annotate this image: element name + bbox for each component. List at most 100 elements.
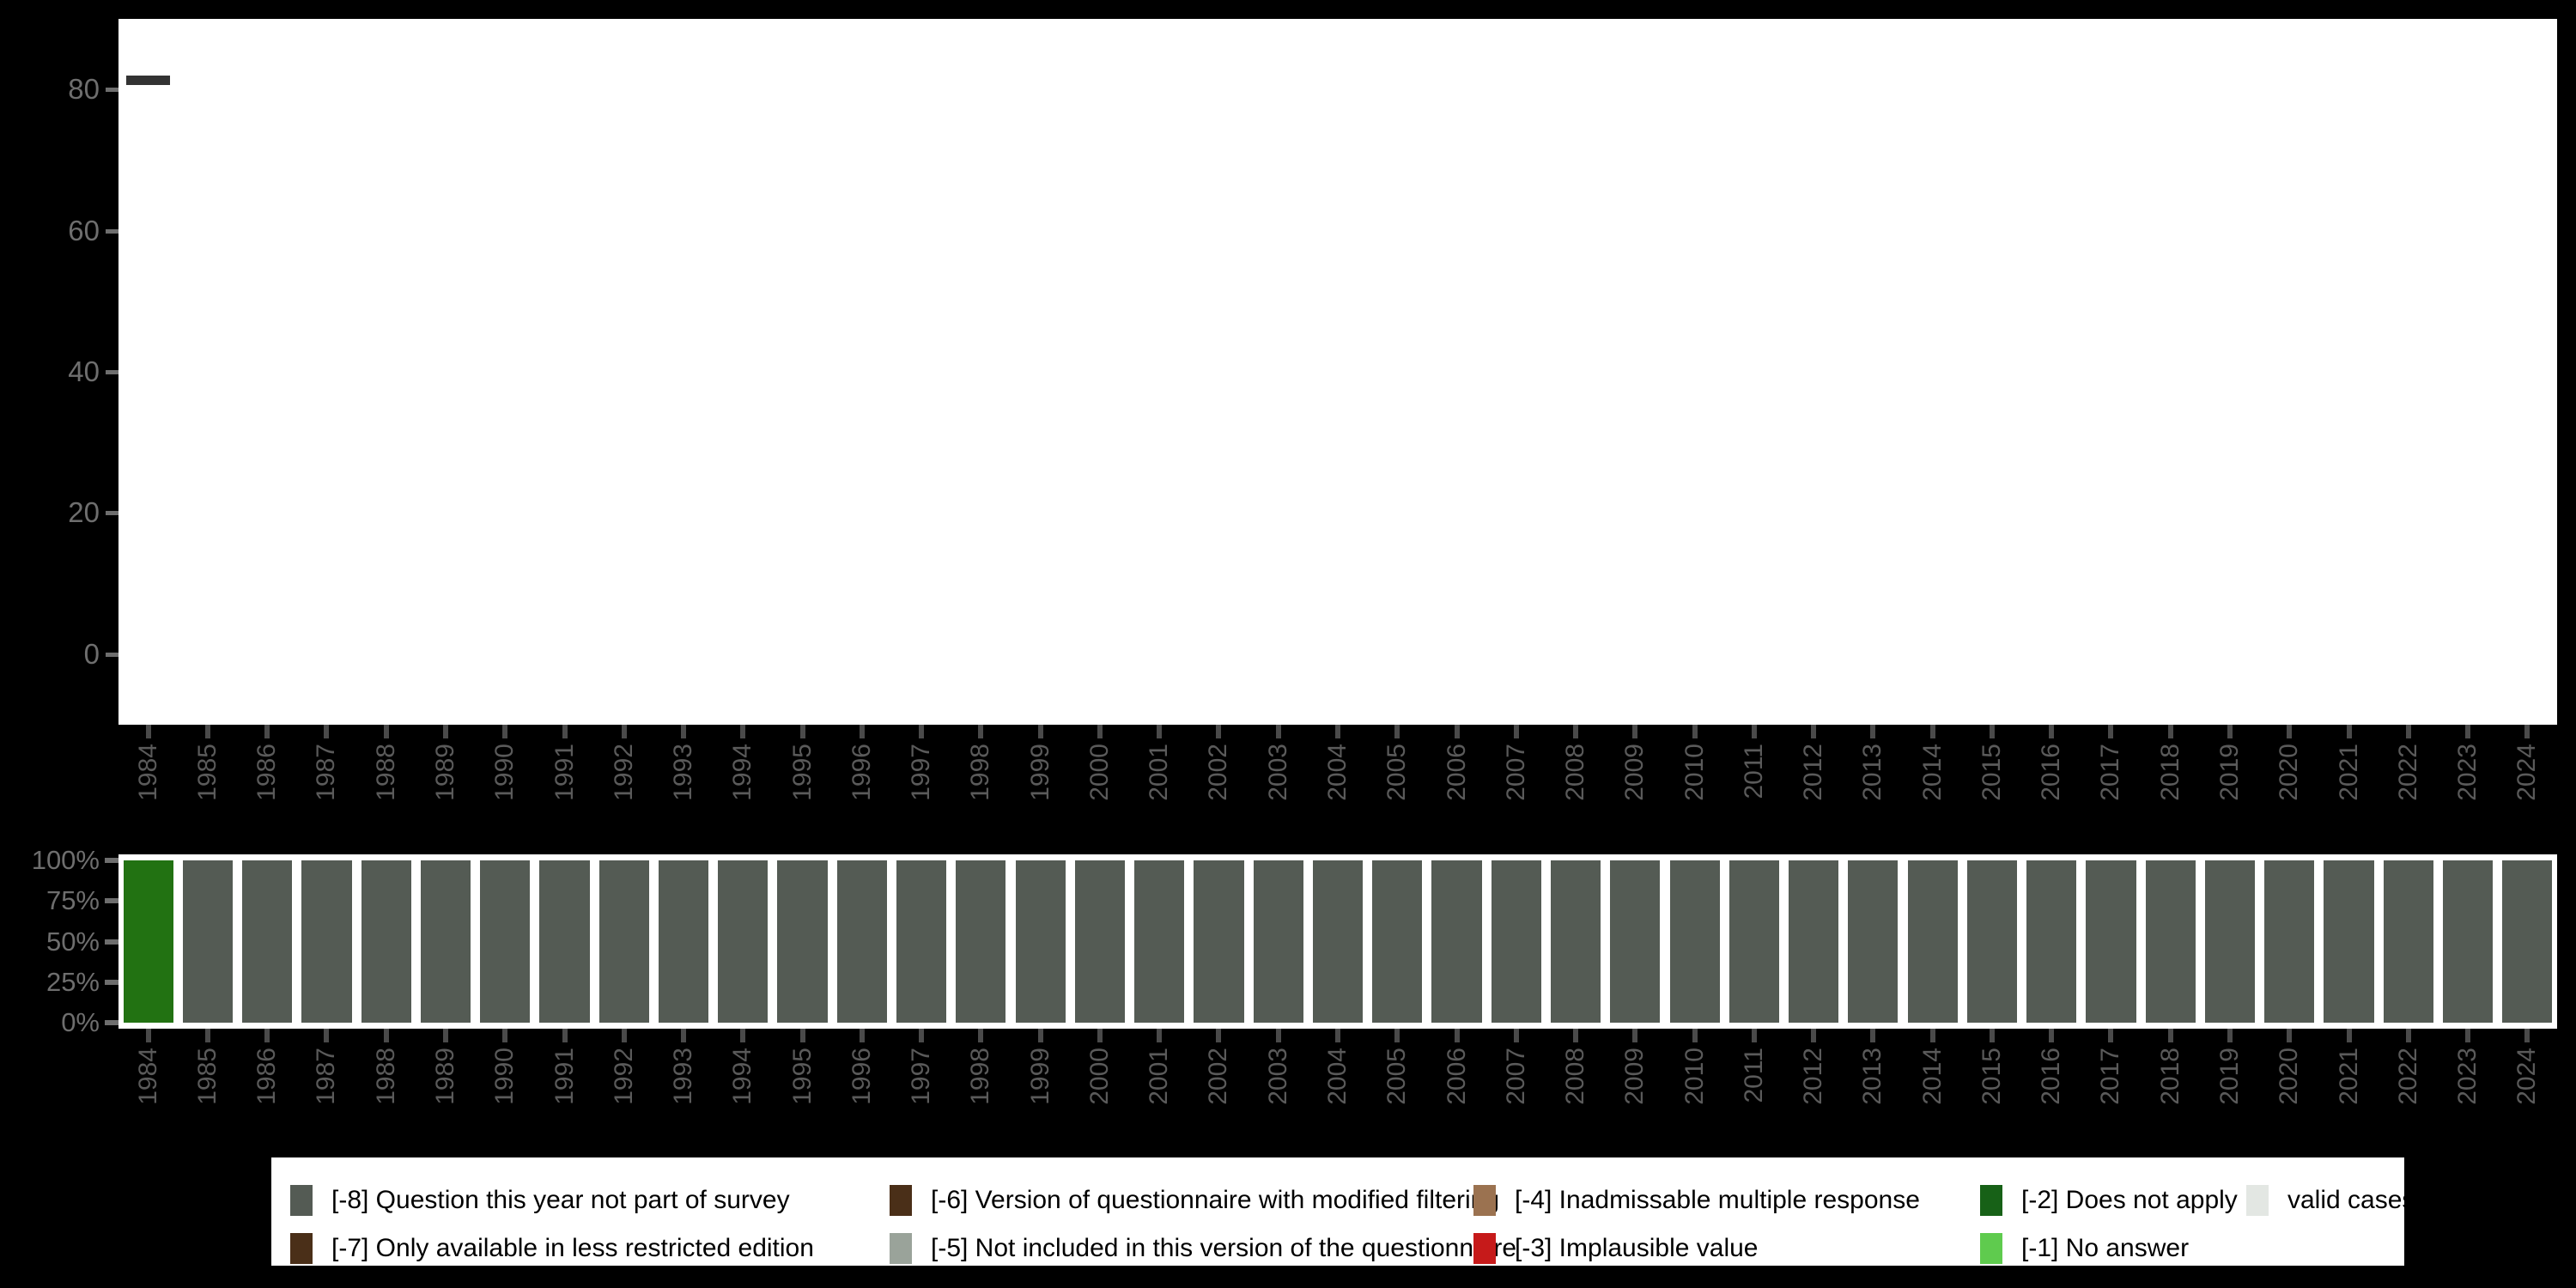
- stacked-x-axis-tick-label: 2000: [1084, 1048, 1114, 1105]
- x-axis-tick-mark: [1454, 725, 1460, 738]
- x-axis-tick-label: 2004: [1323, 744, 1352, 801]
- stacked-x-axis-tick-mark: [1870, 1029, 1876, 1042]
- stacked-y-axis-tick: 100%: [0, 845, 118, 875]
- stacked-bar: [1194, 860, 1244, 1023]
- stacked-x-axis-tick-label: 2020: [2275, 1048, 2304, 1105]
- stacked-bar: [1669, 860, 1720, 1023]
- stacked-x-axis-tick-label: 2019: [2215, 1048, 2245, 1105]
- x-axis-tick-label: 2000: [1084, 744, 1114, 801]
- legend-swatch-minus3: [1473, 1233, 1496, 1264]
- stacked-x-axis-tick-mark: [2524, 1029, 2530, 1042]
- stacked-bar-segment: [2502, 860, 2553, 1023]
- stacked-bar-segment: [480, 860, 531, 1023]
- stacked-y-axis-tick: 25%: [0, 967, 118, 997]
- stacked-y-axis-tick-mark: [105, 898, 118, 904]
- stacked-x-axis-tick-mark: [1692, 1029, 1698, 1042]
- x-axis-tick-mark: [1275, 725, 1281, 738]
- stacked-x-axis-tick-label: 2017: [2096, 1048, 2125, 1105]
- y-axis-tick: 40: [0, 355, 118, 387]
- stacked-bar: [2086, 860, 2136, 1023]
- stacked-bar-segment: [777, 860, 828, 1023]
- stacked-bar: [1907, 860, 1958, 1023]
- legend-item[interactable]: [-2] Does not apply: [1980, 1183, 2238, 1218]
- stacked-bar: [2204, 860, 2256, 1023]
- legend-item-label: [-7] Only available in less restricted e…: [331, 1234, 814, 1262]
- stacked-bar: [2145, 860, 2196, 1023]
- stacked-bar: [123, 860, 173, 1023]
- legend-swatch-minus1: [1980, 1233, 2002, 1264]
- legend-item-label: [-1] No answer: [2021, 1234, 2190, 1262]
- x-axis-tick-mark: [2049, 725, 2055, 738]
- stacked-bar: [1431, 860, 1482, 1023]
- stacked-bar-segment: [2443, 860, 2494, 1023]
- stacked-chart-plot-area: [118, 854, 2557, 1029]
- legend-item[interactable]: [-7] Only available in less restricted e…: [290, 1231, 814, 1266]
- stacked-bar-segment: [123, 860, 173, 1023]
- stacked-x-axis-tick-label: 2005: [1382, 1048, 1412, 1105]
- legend-item[interactable]: [-4] Inadmissable multiple response: [1473, 1183, 1920, 1218]
- x-axis-tick-mark: [562, 725, 568, 738]
- legend-item[interactable]: [-1] No answer: [1980, 1231, 2189, 1266]
- stacked-bar: [1789, 860, 1839, 1023]
- x-axis-tick-mark: [681, 725, 687, 738]
- stacked-bar: [1074, 860, 1125, 1023]
- y-axis-tick-label: 80: [68, 73, 100, 106]
- stacked-x-axis-tick-label: 2007: [1501, 1048, 1530, 1105]
- stacked-x-axis-tick-label: 1998: [966, 1048, 995, 1105]
- legend-swatch-minus6: [890, 1185, 912, 1216]
- x-axis-tick-label: 2010: [1680, 744, 1709, 801]
- legend-item[interactable]: [-5] Not included in this version of the…: [890, 1231, 1516, 1266]
- legend-item[interactable]: [-6] Version of questionnaire with modif…: [890, 1183, 1499, 1218]
- x-axis-tick-mark: [1037, 725, 1043, 738]
- stacked-x-axis-tick-label: 2006: [1442, 1048, 1471, 1105]
- stacked-bar-segment: [2026, 860, 2077, 1023]
- stacked-x-axis-tick-mark: [681, 1029, 687, 1042]
- stacked-bar-segment: [956, 860, 1006, 1023]
- x-axis-tick-mark: [502, 725, 508, 738]
- chart-legend: [-8] Question this year not part of surv…: [271, 1157, 2415, 1266]
- stacked-bar-segment: [182, 860, 233, 1023]
- x-axis-tick-label: 2006: [1442, 744, 1471, 801]
- stacked-bar-segment: [1728, 860, 1779, 1023]
- stacked-chart-x-axis: 1984 1985 1986 1987 1988 1989 1990 1991 1992 1993…: [118, 1029, 2557, 1128]
- x-axis-tick-mark: [799, 725, 805, 738]
- x-axis-tick-mark: [1513, 725, 1519, 738]
- stacked-x-axis-tick-mark: [1216, 1029, 1222, 1042]
- stacked-bar: [361, 860, 411, 1023]
- x-axis-tick-mark: [2346, 725, 2352, 738]
- legend-swatch-minus8: [290, 1185, 313, 1216]
- stacked-bar: [777, 860, 828, 1023]
- stacked-x-axis-tick-mark: [1632, 1029, 1638, 1042]
- x-axis-tick-label: 1994: [728, 744, 757, 801]
- stacked-bar-segment: [2204, 860, 2256, 1023]
- stacked-x-axis-tick-label: 1993: [669, 1048, 698, 1105]
- x-axis-tick-mark: [383, 725, 389, 738]
- x-axis-tick-label: 1996: [847, 744, 876, 801]
- stacked-x-axis-tick-mark: [1037, 1029, 1043, 1042]
- stacked-bar-segment: [1789, 860, 1839, 1023]
- stacked-x-axis-tick-label: 1996: [847, 1048, 876, 1105]
- x-axis-tick-mark: [2227, 725, 2233, 738]
- main-chart-plot-area: [118, 19, 2557, 725]
- stacked-bar: [1491, 860, 1541, 1023]
- stacked-x-axis-tick-label: 1986: [252, 1048, 282, 1105]
- stacked-bar: [718, 860, 769, 1023]
- x-axis-tick-label: 1984: [133, 744, 162, 801]
- stacked-x-axis-tick-label: 1989: [430, 1048, 459, 1105]
- x-axis-tick-label: 2021: [2334, 744, 2363, 801]
- stacked-bar: [301, 860, 352, 1023]
- legend-swatch-minus2: [1980, 1185, 2002, 1216]
- legend-item-label: [-2] Does not apply: [2021, 1186, 2238, 1214]
- legend-item[interactable]: [-3] Implausible value: [1473, 1231, 1758, 1266]
- stacked-y-axis-tick-label: 100%: [31, 845, 100, 875]
- stacked-x-axis-tick-mark: [2287, 1029, 2293, 1042]
- stacked-y-axis-tick: 50%: [0, 927, 118, 957]
- legend-item-label: [-3] Implausible value: [1515, 1234, 1759, 1262]
- legend-item[interactable]: [-8] Question this year not part of surv…: [290, 1183, 790, 1218]
- x-axis-tick-label: 1991: [550, 744, 579, 801]
- legend-item[interactable]: valid cases: [2246, 1183, 2415, 1218]
- x-axis-tick-mark: [1751, 725, 1757, 738]
- stacked-bar-segment: [1610, 860, 1661, 1023]
- stacked-bar: [1550, 860, 1601, 1023]
- x-axis-tick-label: 1998: [966, 744, 995, 801]
